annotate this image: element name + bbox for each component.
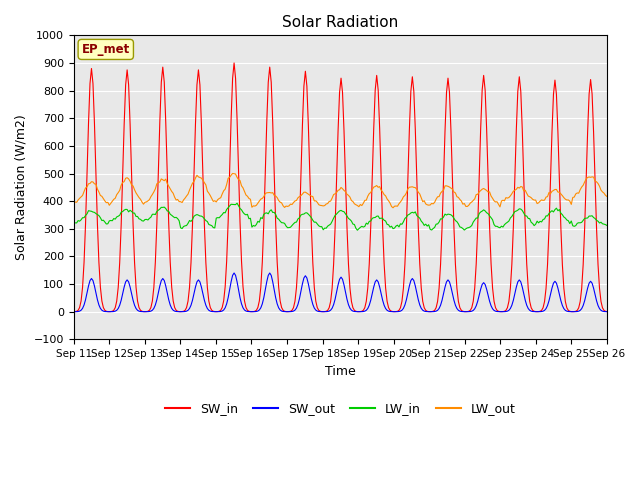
Line: LW_in: LW_in — [74, 203, 607, 230]
SW_in — [257, 284, 265, 290]
LW_out — [135, 195, 143, 201]
SW_in — [70, 309, 77, 314]
LW_out — [389, 205, 397, 211]
SW_out — [257, 305, 265, 311]
SW_out — [603, 309, 611, 314]
SW_in — [228, 75, 236, 81]
SW_in — [248, 309, 256, 314]
LW_out — [230, 171, 238, 177]
LW_in — [603, 223, 611, 228]
SW_out — [248, 309, 256, 314]
LW_in — [248, 224, 256, 230]
Line: LW_out: LW_out — [74, 173, 607, 208]
LW_out — [228, 170, 236, 176]
LW_in — [353, 228, 361, 233]
LW_in — [233, 200, 241, 206]
SW_out — [70, 309, 77, 314]
SW_in — [603, 309, 611, 314]
LW_out — [248, 204, 256, 210]
LW_in — [70, 221, 77, 227]
SW_out — [462, 309, 470, 314]
SW_out — [305, 281, 312, 287]
Line: SW_out: SW_out — [74, 273, 607, 312]
LW_out — [603, 193, 611, 199]
X-axis label: Time: Time — [325, 365, 356, 378]
LW_out — [305, 192, 312, 197]
Legend: SW_in, SW_out, LW_in, LW_out: SW_in, SW_out, LW_in, LW_out — [160, 397, 521, 420]
SW_out — [577, 308, 584, 313]
LW_in — [135, 216, 143, 222]
Text: EP_met: EP_met — [82, 43, 130, 56]
LW_out — [577, 187, 584, 192]
SW_in — [135, 305, 143, 311]
Y-axis label: Solar Radiation (W/m2): Solar Radiation (W/m2) — [15, 114, 28, 260]
SW_out — [228, 273, 236, 278]
LW_in — [228, 202, 236, 207]
LW_in — [305, 211, 312, 217]
Title: Solar Radiation: Solar Radiation — [282, 15, 399, 30]
SW_out — [230, 270, 238, 276]
LW_out — [257, 196, 265, 202]
SW_in — [230, 60, 238, 66]
Line: SW_in: SW_in — [74, 63, 607, 312]
LW_out — [70, 201, 77, 207]
SW_out — [135, 308, 143, 314]
SW_in — [533, 309, 541, 314]
LW_in — [257, 215, 265, 220]
SW_in — [305, 122, 312, 128]
SW_in — [577, 299, 584, 304]
LW_in — [577, 220, 584, 226]
